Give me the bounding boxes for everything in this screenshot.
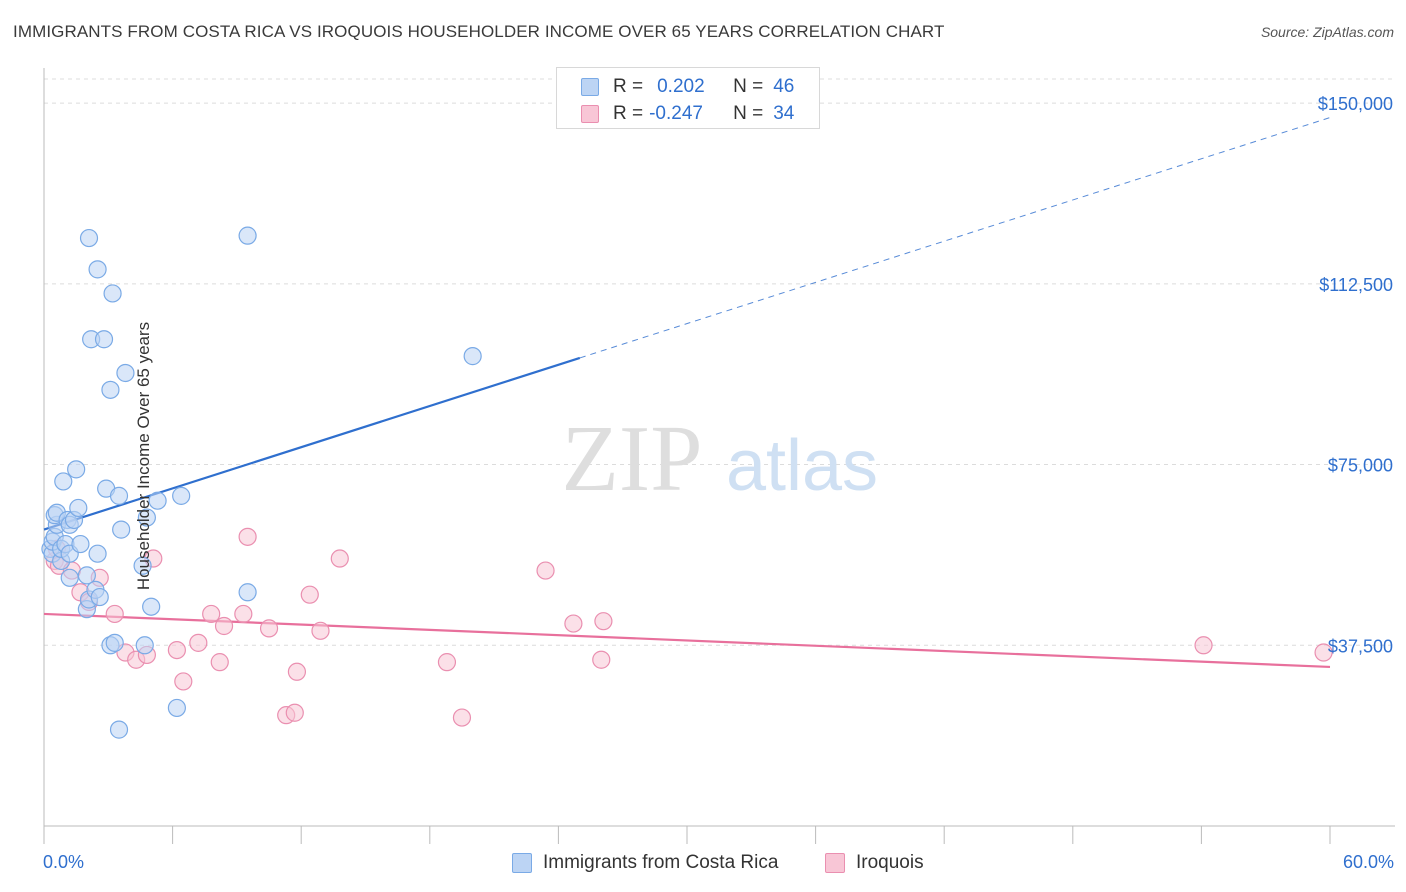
legend-swatch-blue (581, 78, 599, 96)
point-iroquois (174, 672, 193, 691)
point-costa-rica (238, 226, 257, 245)
chart-title: IMMIGRANTS FROM COSTA RICA VS IROQUOIS H… (13, 22, 945, 41)
y-tick-label: $150,000 (1318, 94, 1393, 114)
point-costa-rica (90, 587, 109, 607)
point-costa-rica (88, 260, 107, 279)
watermark: ZIP atlas (562, 407, 879, 511)
point-iroquois (437, 653, 457, 672)
point-iroquois (311, 621, 330, 640)
point-costa-rica (54, 472, 73, 491)
point-iroquois (1194, 636, 1213, 655)
legend-row-iroquois: R = -0.247 N = 34 (581, 101, 794, 127)
legend-r-value: 0.202 (657, 76, 705, 97)
bottom-legend-costa-rica: Immigrants from Costa Rica (512, 852, 778, 874)
watermark-zip: ZIP (562, 407, 703, 511)
axes (43, 68, 1395, 844)
legend-n-label: N = (733, 103, 764, 124)
legend-swatch-pink (581, 105, 599, 123)
bottom-legend-swatch-pink (825, 853, 845, 873)
point-costa-rica (116, 363, 135, 383)
point-iroquois (259, 619, 279, 638)
legend-r-label: R = (613, 103, 644, 124)
trend-line-iroquois (43, 612, 1331, 669)
trend-line-costa-rica-extension (579, 117, 1331, 359)
point-iroquois (594, 612, 613, 631)
data-points (41, 226, 1333, 739)
point-iroquois (285, 703, 304, 722)
point-costa-rica (137, 508, 156, 527)
point-iroquois (202, 604, 221, 624)
y-tick-label: $37,500 (1328, 636, 1393, 656)
bottom-legend-iroquois: Iroquois (825, 852, 924, 874)
y-tick-label: $112,500 (1319, 275, 1393, 295)
point-costa-rica (60, 568, 79, 587)
point-costa-rica (463, 347, 482, 366)
point-costa-rica (172, 486, 191, 505)
point-iroquois (167, 640, 186, 660)
x-axis-min-label: 0.0% (43, 852, 85, 872)
point-costa-rica (148, 491, 167, 510)
watermark-atlas: atlas (726, 426, 878, 506)
point-costa-rica (67, 460, 86, 479)
point-costa-rica (112, 520, 131, 539)
bottom-legend-label: Immigrants from Costa Rica (543, 852, 779, 873)
point-costa-rica (103, 284, 122, 303)
trend-line-costa-rica (43, 356, 581, 531)
point-costa-rica (101, 380, 120, 399)
source-credit: Source: ZipAtlas.com (1260, 24, 1394, 40)
point-iroquois (287, 662, 307, 681)
point-costa-rica (142, 597, 161, 616)
point-iroquois (452, 708, 472, 727)
point-iroquois (536, 561, 555, 580)
point-costa-rica (167, 698, 186, 718)
point-iroquois (234, 604, 253, 624)
legend-r-label: R = (613, 76, 644, 97)
point-costa-rica (88, 544, 107, 563)
point-iroquois (592, 650, 611, 669)
legend-n-label: N = (733, 76, 764, 97)
legend-n-value: 46 (773, 76, 795, 97)
y-axis-label: Householder Income Over 65 years (134, 321, 154, 591)
y-tick-labels: $37,500 $75,000 $112,500 $150,000 (1318, 94, 1393, 656)
legend-row-costa-rica: R = 0.202 N = 46 (581, 74, 794, 100)
point-costa-rica (109, 720, 129, 739)
point-costa-rica (135, 636, 154, 655)
correlation-legend: R = 0.202 N = 46 R = -0.247 N = 34 (556, 67, 820, 129)
point-costa-rica (105, 633, 124, 652)
grid-lines (44, 78, 1395, 646)
point-iroquois (189, 633, 208, 652)
point-costa-rica (71, 534, 90, 554)
legend-r-value: -0.247 (649, 103, 703, 124)
bottom-legend-swatch-blue (512, 853, 532, 873)
y-tick-label: $75,000 (1328, 456, 1393, 476)
trend-lines (43, 117, 1331, 669)
bottom-legend-label: Iroquois (856, 852, 924, 873)
point-costa-rica (109, 486, 129, 505)
point-iroquois (105, 604, 124, 624)
point-costa-rica (238, 583, 257, 602)
point-iroquois (210, 653, 229, 672)
point-costa-rica (79, 228, 99, 248)
x-axis-max-label: 60.0% (1342, 852, 1394, 872)
point-iroquois (300, 585, 319, 604)
point-costa-rica (69, 498, 88, 518)
legend-n-value: 34 (773, 103, 795, 124)
point-iroquois (564, 614, 583, 633)
point-iroquois (238, 527, 257, 546)
point-iroquois (1314, 643, 1333, 662)
point-iroquois (214, 616, 234, 636)
point-costa-rica (133, 556, 152, 575)
point-costa-rica (77, 566, 96, 585)
point-costa-rica (94, 330, 114, 349)
point-iroquois (330, 549, 349, 568)
